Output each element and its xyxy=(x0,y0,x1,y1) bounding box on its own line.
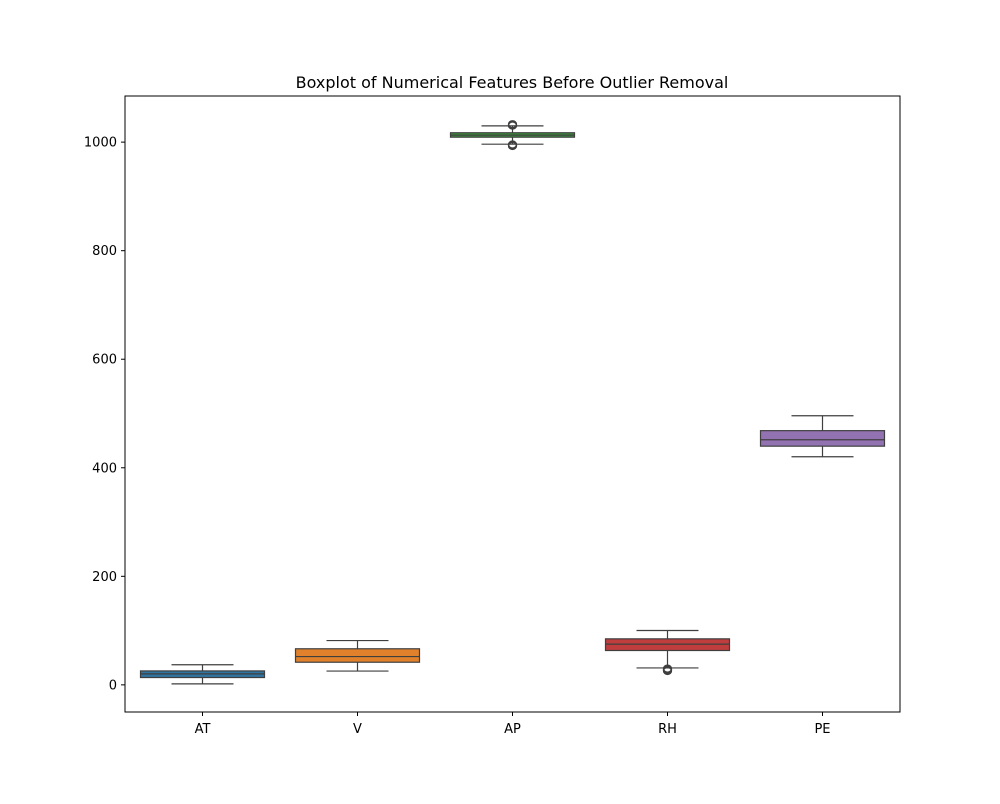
x-tick-label-v: V xyxy=(353,722,362,737)
x-tick-label-at: AT xyxy=(195,722,211,737)
outlier-point-ap xyxy=(507,120,518,129)
outlier-point-rh xyxy=(662,664,673,673)
y-tick-label: 400 xyxy=(92,461,117,476)
x-tick-label-pe: PE xyxy=(814,722,830,737)
y-tick-label: 200 xyxy=(92,570,117,585)
box-pe xyxy=(759,430,886,447)
x-tick-label-ap: AP xyxy=(504,722,521,737)
y-tick-label: 0 xyxy=(109,678,117,693)
y-tick-label: 800 xyxy=(92,244,117,259)
y-tick-label: 1000 xyxy=(84,136,117,151)
outlier-point-ap xyxy=(507,140,518,149)
box-v xyxy=(294,648,421,663)
chart-title: Boxplot of Numerical Features Before Out… xyxy=(296,73,729,92)
plot-area: 0 200 400 600 800 1000 AT V AP RH PE xyxy=(84,95,901,737)
y-tick-label: 600 xyxy=(92,353,117,368)
x-tick-label-rh: RH xyxy=(658,722,677,737)
